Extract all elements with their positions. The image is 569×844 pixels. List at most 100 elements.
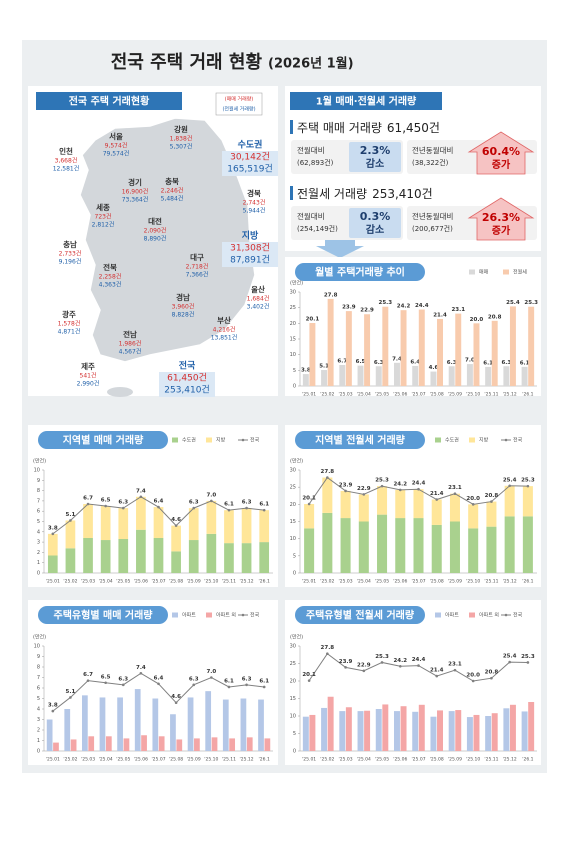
- value-label: 20.8: [485, 670, 499, 676]
- bar: [158, 736, 165, 751]
- bar-segment: [449, 493, 460, 522]
- bar: [418, 704, 425, 751]
- line-marker: [471, 503, 475, 506]
- bar-segment: [377, 514, 388, 573]
- y-tick-label: 5: [37, 696, 40, 702]
- section-header: [36, 92, 182, 110]
- region-sale: 1,986건: [119, 340, 142, 348]
- value-label: 21.4: [430, 491, 444, 497]
- legend-label: 아파트: [445, 612, 459, 619]
- value-label: 20.0: [466, 496, 480, 502]
- value-label: 6.5: [356, 359, 366, 365]
- y-tick-label: 10: [34, 644, 40, 650]
- y-unit: (만건): [290, 634, 303, 641]
- bar-segment: [259, 542, 270, 573]
- bar: [437, 710, 443, 751]
- bar: [521, 711, 528, 751]
- bar-segment: [358, 521, 369, 573]
- compare-base: (38,322건): [412, 158, 449, 167]
- summary-label: 주택 매매 거래량: [297, 121, 382, 135]
- x-tick-label: '25.01: [302, 392, 316, 398]
- map-legend-box: [215, 92, 263, 116]
- x-tick-label: '25.11: [484, 579, 498, 585]
- bar: [327, 298, 334, 386]
- value-label: 21.4: [430, 668, 444, 674]
- value-label: 25.3: [521, 478, 535, 484]
- bar-segment: [136, 496, 146, 530]
- x-tick-label: '25.03: [81, 579, 95, 585]
- x-tick-label: '26.1: [522, 579, 533, 585]
- x-tick-label: '25.02: [63, 757, 77, 763]
- x-tick-label: '25.01: [46, 757, 60, 763]
- region-sale: 723건: [95, 213, 112, 221]
- chart-title: 지역별 전월세 거래량: [315, 434, 406, 447]
- y-tick-label: 30: [290, 644, 296, 650]
- legend-label: 지방: [479, 437, 489, 444]
- x-tick-label: '25.10: [204, 757, 218, 763]
- bar: [473, 714, 480, 751]
- y-tick-label: 10: [290, 714, 296, 720]
- bar: [430, 371, 437, 386]
- value-label: 6.3: [118, 500, 128, 506]
- x-tick-label: '25.08: [430, 392, 444, 398]
- value-label: 6.4: [154, 499, 164, 505]
- bar: [491, 320, 498, 386]
- bar-segment: [395, 489, 406, 519]
- summary-line: 주택 매매 거래량 61,450건: [297, 121, 440, 135]
- bar: [246, 737, 253, 751]
- bar: [321, 707, 328, 751]
- line-marker: [210, 499, 213, 503]
- bar-segment: [431, 499, 442, 525]
- region-name: 전남: [123, 329, 137, 339]
- region-sale: 541건: [80, 372, 97, 380]
- legend-label: 전국: [250, 437, 260, 444]
- line-marker: [398, 488, 402, 492]
- summary-line: 전월세 거래량 253,410건: [297, 187, 433, 201]
- y-tick-label: 10: [34, 468, 40, 474]
- bar-segment: [118, 539, 129, 573]
- bar-segment: [206, 500, 217, 534]
- bar: [418, 309, 425, 386]
- line-marker: [526, 661, 530, 664]
- bar: [491, 713, 498, 751]
- value-label: 6.4: [410, 359, 420, 365]
- value-label: 6.4: [154, 675, 164, 681]
- x-tick-label: '25.02: [320, 579, 334, 585]
- x-tick-label: '26.1: [522, 392, 533, 398]
- value-label: 3.8: [48, 525, 58, 531]
- region-name: 울산: [251, 284, 265, 294]
- region-rent: 8,890건: [144, 235, 167, 243]
- line-marker: [139, 672, 143, 675]
- page-subtitle: (2026년 1월): [268, 56, 354, 72]
- line-marker: [344, 666, 347, 669]
- region-sale: 3,668건: [55, 157, 78, 165]
- y-unit: (만건): [33, 458, 46, 465]
- legend-swatch: [206, 437, 212, 443]
- bar: [327, 696, 334, 751]
- bar: [211, 737, 218, 751]
- y-tick-label: 0: [37, 571, 40, 577]
- bar: [466, 364, 473, 386]
- region-name: 부산: [217, 315, 231, 325]
- region-rent: 13,851건: [211, 334, 238, 342]
- bar: [455, 313, 462, 386]
- value-label: 7.0: [206, 492, 216, 498]
- legend-marker: [504, 613, 508, 617]
- y-tick-label: 1: [37, 560, 40, 566]
- decrease-rate: 2.3%: [360, 144, 391, 157]
- bar: [264, 738, 271, 751]
- value-label: 20.8: [488, 314, 502, 320]
- x-tick-label: '25.07: [411, 579, 425, 585]
- y-tick-label: 5: [293, 553, 296, 559]
- value-label: 6.5: [101, 674, 111, 680]
- line-marker: [362, 669, 366, 673]
- region-rent: 5,484건: [161, 195, 184, 203]
- bar-segment: [377, 486, 388, 515]
- summary-total: 61,450건: [387, 121, 440, 135]
- summary-label: 전월세 거래량: [297, 187, 367, 201]
- value-label: 6.1: [224, 678, 234, 684]
- line-marker: [157, 682, 160, 686]
- bar: [364, 710, 371, 751]
